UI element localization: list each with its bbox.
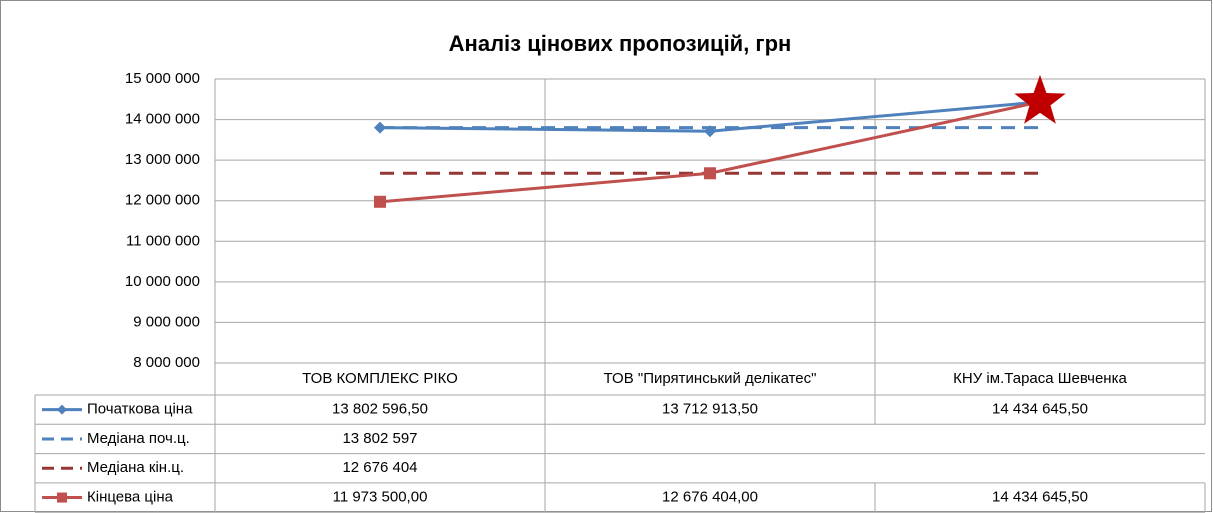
table-value: 13 802 596,50	[332, 401, 428, 418]
x-tick-label: КНУ ім.Тараса Шевченка	[953, 370, 1127, 387]
table-value: 12 676 404	[342, 459, 417, 476]
y-tick-label: 12 000 000	[125, 192, 200, 209]
y-tick-label: 15 000 000	[125, 70, 200, 87]
y-tick-label: 10 000 000	[125, 273, 200, 290]
table-value: 11 973 500,00	[333, 489, 428, 506]
table-value: 14 434 645,50	[992, 489, 1088, 506]
y-tick-label: 14 000 000	[125, 111, 200, 128]
x-tick-label: ТОВ КОМПЛЕКС РІКО	[302, 370, 458, 387]
legend-marker	[57, 404, 67, 415]
x-tick-label: ТОВ "Пирятинський делікатес"	[604, 370, 817, 387]
y-tick-label: 8 000 000	[133, 354, 200, 371]
point-marker	[704, 125, 716, 138]
star-marker	[1014, 74, 1066, 124]
legend-label: Медіана поч.ц.	[87, 430, 190, 447]
table-value: 14 434 645,50	[992, 401, 1088, 418]
table-value: 12 676 404,00	[662, 489, 758, 506]
legend-label: Початкова ціна	[87, 401, 193, 418]
table-value: 13 802 597	[342, 430, 417, 447]
y-tick-label: 13 000 000	[125, 151, 200, 168]
legend-marker	[57, 492, 67, 503]
legend-label: Кінцева ціна	[87, 489, 174, 506]
y-tick-label: 11 000 000	[126, 232, 200, 249]
legend-label: Медіана кін.ц.	[87, 459, 184, 476]
y-tick-label: 9 000 000	[133, 313, 200, 330]
table-value: 13 712 913,50	[662, 401, 758, 418]
point-marker	[374, 195, 386, 208]
point-marker	[704, 167, 716, 180]
chart-title: Аналіз цінових пропозицій, грн	[449, 31, 792, 56]
